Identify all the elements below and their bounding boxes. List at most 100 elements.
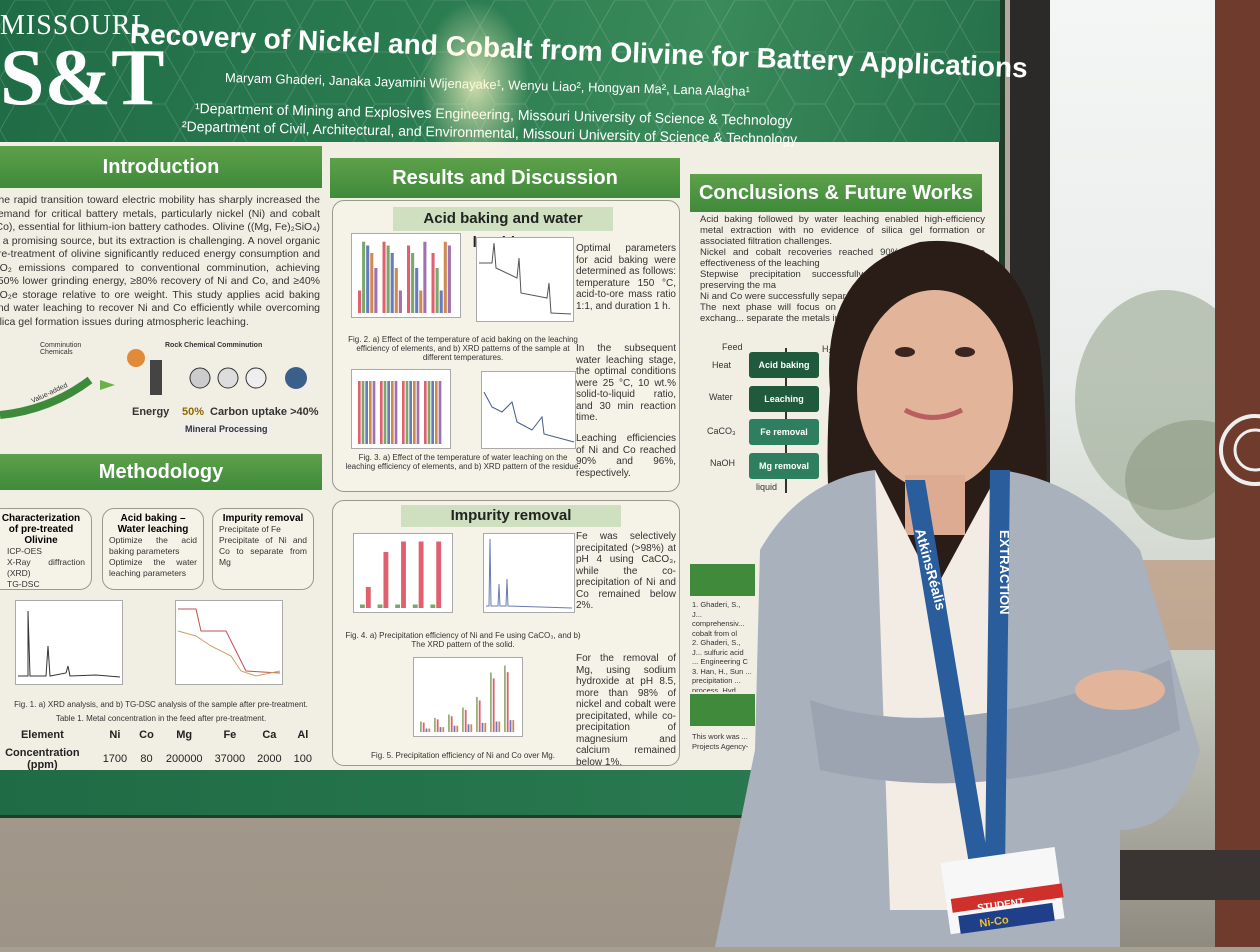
lanyard-event-text: EXTRACTION <box>997 530 1012 615</box>
table-cell: 37000 <box>214 753 246 765</box>
fig5-bar-chart <box>413 657 523 737</box>
figure-bar <box>424 381 427 444</box>
table-cell: 1700 <box>102 753 128 765</box>
method-item: Precipitate of Ni and Co to separate fro… <box>219 535 307 567</box>
figure-bar <box>498 721 501 732</box>
method-box-impurity: Impurity removal Precipitate of Fe Preci… <box>212 508 314 590</box>
acknowledgement-heading-bar <box>690 694 755 726</box>
logo-st: S&T <box>0 34 165 122</box>
comminution-label: Comminution Chemicals <box>40 342 82 356</box>
figure-bar <box>478 700 481 732</box>
acid-bullet-1: Optimal parameters for acid baking were … <box>576 243 676 312</box>
figure-bar <box>380 381 383 444</box>
rock-comminution-label: Rock Chemical Comminution <box>165 342 263 349</box>
table1-caption: Table 1. Metal concentration in the feed… <box>55 714 267 723</box>
figure-bar <box>448 714 450 732</box>
table-row: Concentration (ppm) 1700 80 200000 37000 2000… <box>0 744 318 774</box>
method-box-title: Characterization of pre-treated Olivine <box>1 513 81 546</box>
fig3-caption: Fig. 3. a) Effect of the temperature of … <box>345 453 581 471</box>
logo-missouri: MISSOURI <box>0 10 142 41</box>
figure-bar <box>490 672 492 732</box>
figure-bar <box>360 604 365 608</box>
figure-bar <box>431 381 434 444</box>
figure-bar <box>435 268 439 313</box>
figure-bar <box>394 268 398 313</box>
method-item: ICP-OES <box>7 546 42 556</box>
fig1b-tgdsc-plot <box>175 600 283 685</box>
figure-bar <box>383 381 387 444</box>
figure-bar <box>362 241 366 313</box>
table-header: Mg <box>176 729 193 741</box>
figure-bar <box>443 241 447 313</box>
figure-bar <box>401 541 406 608</box>
figure-bar <box>418 541 424 608</box>
flow-input: Water <box>709 392 733 402</box>
acid-baking-section: Acid baking and water leaching Fig. 2. a… <box>332 200 680 492</box>
door-frame <box>1215 0 1260 947</box>
results-heading: Results and Discussion <box>330 158 680 198</box>
figure-bar <box>439 727 442 732</box>
method-box-title: Acid baking – Water leaching <box>117 513 189 535</box>
glare <box>420 0 530 170</box>
figure-bar <box>504 665 506 732</box>
conclusion-bullet: Acid baking followed by water leaching e… <box>700 214 985 247</box>
figure-bar <box>412 604 418 608</box>
figure-bar <box>438 381 442 444</box>
figure-bar <box>405 381 409 444</box>
name-badge: STUDENT Ni-Co <box>940 846 1065 935</box>
figure-bar <box>420 721 422 732</box>
fig4a-bar-chart <box>353 533 453 613</box>
flow-input: NaOH <box>710 458 736 468</box>
table-header: Ni <box>109 729 121 741</box>
figure-bar <box>456 725 459 732</box>
mineral-processing-label: Mineral Processing <box>182 424 271 434</box>
person: AtkinsRéalis EXTRACTION STUDENT Ni-Co <box>715 240 1200 947</box>
hand <box>1075 670 1165 710</box>
table-header: Element <box>20 729 64 741</box>
figure-bar <box>395 604 401 608</box>
figure-bar <box>391 381 394 444</box>
figure-bar <box>370 253 374 313</box>
lanyard-left <box>905 480 990 870</box>
method-item: TG-DSC <box>7 579 40 589</box>
figure-bar <box>506 672 509 732</box>
introduction-text: The rapid transition toward electric mob… <box>0 194 320 328</box>
fig3a-bar-chart <box>351 369 451 449</box>
methodology-heading: Methodology <box>0 454 322 490</box>
table-cell: 200000 <box>165 753 203 765</box>
table-cell: 80 <box>140 753 153 765</box>
fig1-caption: Fig. 1. a) XRD analysis, and b) TG-DSC a… <box>14 700 308 709</box>
acid-baking-subheading: Acid baking and water leaching <box>393 207 613 251</box>
table-header: Co <box>139 729 154 741</box>
figure-bar <box>358 381 361 444</box>
carbon-uptake-label: Carbon uptake >40% <box>210 406 319 418</box>
figure-bar <box>407 245 411 313</box>
figure-bar <box>415 268 419 313</box>
table-cell: 100 <box>293 753 312 765</box>
method-item: Optimize the acid baking parameters <box>109 535 197 556</box>
flow-step: Acid baking <box>749 352 819 378</box>
figure-bar <box>495 721 498 732</box>
figure-bar <box>366 245 370 313</box>
figure-bar <box>464 709 467 732</box>
figure-bar <box>476 697 478 732</box>
flow-feed: Feed <box>722 342 743 352</box>
figure-bar <box>374 268 378 313</box>
method-box-characterization: Characterization of pre-treated Olivine … <box>0 508 92 590</box>
method-item: X-Ray diffraction (XRD) <box>7 557 85 578</box>
figure-bar <box>358 290 362 313</box>
fig2-caption: Fig. 2. a) Effect of the temperature of … <box>348 335 578 362</box>
figure-bar <box>492 678 495 732</box>
energy-percent: 50% <box>182 406 205 418</box>
table-header: Fe <box>223 729 237 741</box>
figure-bar <box>436 541 442 608</box>
flow-liquid: liquid <box>756 482 778 492</box>
fig2a-bar-chart <box>351 233 461 318</box>
figure-bar <box>447 245 451 313</box>
table-cell: 2000 <box>257 753 282 765</box>
figure-bar <box>387 381 390 444</box>
figure-bar <box>402 381 405 444</box>
lanyard-right <box>985 470 1010 870</box>
figure-bar <box>428 728 431 732</box>
conclusion-bullet: Nickel and cobalt recoveries reached 90%… <box>700 247 985 269</box>
